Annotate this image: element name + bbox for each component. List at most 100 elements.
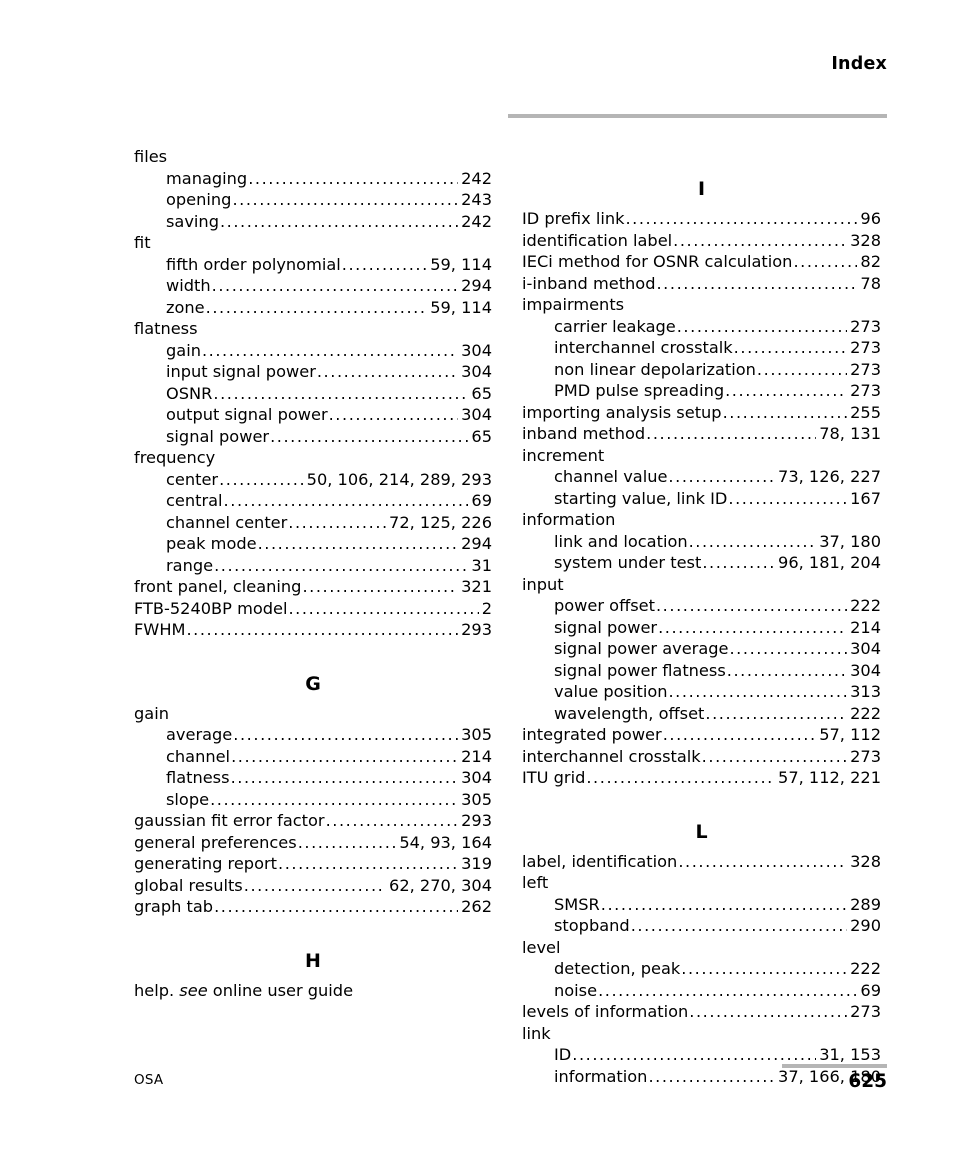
index-entry[interactable]: information <box>522 509 881 531</box>
index-page-numbers: 50, 106, 214, 289, 293 <box>306 469 492 489</box>
index-entry-label: starting value, link ID <box>554 488 728 508</box>
index-subentry[interactable]: output signal power 304 <box>134 404 492 426</box>
index-subentry[interactable]: gain 304 <box>134 340 492 362</box>
index-subentry[interactable]: signal power average 304 <box>522 638 881 660</box>
index-subentry[interactable]: slope 305 <box>134 789 492 811</box>
index-subentry[interactable]: channel center 72, 125, 226 <box>134 512 492 534</box>
index-entry[interactable]: left <box>522 872 881 894</box>
dot-leader <box>213 383 468 405</box>
index-entry-label: identification label <box>522 230 673 250</box>
index-subentry[interactable]: saving 242 <box>134 211 492 233</box>
index-subentry[interactable]: value position 313 <box>522 681 881 703</box>
dot-leader <box>214 555 468 577</box>
index-subentry[interactable]: stopband 290 <box>522 915 881 937</box>
page-header: Index <box>134 52 887 82</box>
dot-leader <box>656 273 857 295</box>
index-subentry[interactable]: non linear depolarization 273 <box>522 359 881 381</box>
index-page-numbers: 262 <box>461 897 492 916</box>
index-subentry[interactable]: opening 243 <box>134 189 492 211</box>
index-subentry[interactable]: central 69 <box>134 490 492 512</box>
index-entry[interactable]: FWHM 293 <box>134 619 492 641</box>
index-entry[interactable]: global results 62, 270, 304 <box>134 875 492 897</box>
index-entry[interactable]: input <box>522 574 881 596</box>
dot-leader <box>725 380 847 402</box>
dot-leader <box>214 896 458 918</box>
index-entry[interactable]: integrated power 57, 112 <box>522 724 881 746</box>
index-entry[interactable]: ITU grid 57, 112, 221 <box>522 767 881 789</box>
index-entry[interactable]: importing analysis setup 255 <box>522 402 881 424</box>
index-subentry[interactable]: starting value, link ID 167 <box>522 488 881 510</box>
index-entry-label: OSNR <box>166 383 213 403</box>
index-entry[interactable]: generating report 319 <box>134 853 492 875</box>
index-subentry[interactable]: SMSR 289 <box>522 894 881 916</box>
index-subentry[interactable]: width 294 <box>134 275 492 297</box>
index-subentry[interactable]: peak mode 294 <box>134 533 492 555</box>
index-entry[interactable]: identification label 328 <box>522 230 881 252</box>
index-page-numbers: 57, 112 <box>819 725 881 744</box>
index-entry[interactable]: FTB-5240BP model 2 <box>134 598 492 620</box>
index-subentry[interactable]: channel value 73, 126, 227 <box>522 466 881 488</box>
index-entry-label: SMSR <box>554 894 600 914</box>
index-page-numbers: 31 <box>471 555 492 575</box>
index-entry[interactable]: levels of information 273 <box>522 1001 881 1023</box>
index-page-numbers: 321 <box>461 577 492 596</box>
index-subentry[interactable]: power offset 222 <box>522 595 881 617</box>
section-spacer <box>134 641 492 673</box>
index-subentry[interactable]: channel 214 <box>134 746 492 768</box>
index-subentry[interactable]: range 31 <box>134 555 492 577</box>
index-entry[interactable]: files <box>134 146 492 168</box>
index-subentry[interactable]: flatness 304 <box>134 767 492 789</box>
index-entry-label: slope <box>166 789 210 809</box>
dot-leader <box>212 275 458 297</box>
index-entry[interactable]: ID prefix link 96 <box>522 208 881 230</box>
index-subentry[interactable]: PMD pulse spreading 273 <box>522 380 881 402</box>
index-subentry[interactable]: signal power 65 <box>134 426 492 448</box>
index-subentry[interactable]: interchannel crosstalk 273 <box>522 337 881 359</box>
index-subentry[interactable]: OSNR 65 <box>134 383 492 405</box>
index-entry[interactable]: interchannel crosstalk 273 <box>522 746 881 768</box>
index-subentry[interactable]: signal power 214 <box>522 617 881 639</box>
index-subentry[interactable]: system under test 96, 181, 204 <box>522 552 881 574</box>
index-entry[interactable]: flatness <box>134 318 492 340</box>
index-entry[interactable]: link <box>522 1023 881 1045</box>
index-entry[interactable]: gain <box>134 703 492 725</box>
index-subentry[interactable]: fifth order polynomial 59, 114 <box>134 254 492 276</box>
index-subentry[interactable]: average 305 <box>134 724 492 746</box>
index-entry[interactable]: fit <box>134 232 492 254</box>
index-subentry[interactable]: wavelength, offset 222 <box>522 703 881 725</box>
index-entry-label: signal power flatness <box>554 660 726 680</box>
index-subentry[interactable]: ID 31, 153 <box>522 1044 881 1066</box>
index-entry[interactable]: general preferences 54, 93, 164 <box>134 832 492 854</box>
index-entry[interactable]: inband method 78, 131 <box>522 423 881 445</box>
index-entry[interactable]: level <box>522 937 881 959</box>
index-entry-label: i-inband method <box>522 273 656 293</box>
index-page-numbers: 305 <box>461 789 492 809</box>
index-entry[interactable]: gaussian fit error factor 293 <box>134 810 492 832</box>
index-subentry[interactable]: link and location 37, 180 <box>522 531 881 553</box>
index-entry[interactable]: graph tab 262 <box>134 896 492 918</box>
dot-leader <box>656 595 847 617</box>
index-entry[interactable]: help. see online user guide <box>134 980 492 1002</box>
index-subentry[interactable]: zone 59, 114 <box>134 297 492 319</box>
index-entry-see-italic: see <box>179 980 208 1000</box>
index-entry[interactable]: IECi method for OSNR calculation 82 <box>522 251 881 273</box>
index-subentry[interactable]: noise 69 <box>522 980 881 1002</box>
dot-leader <box>326 810 459 832</box>
index-subentry[interactable]: signal power flatness 304 <box>522 660 881 682</box>
dot-leader <box>202 340 458 362</box>
index-entry[interactable]: i-inband method 78 <box>522 273 881 295</box>
footer-label: OSA <box>134 1072 164 1088</box>
index-subentry[interactable]: carrier leakage 273 <box>522 316 881 338</box>
index-subentry[interactable]: information 37, 166, 180 <box>522 1066 881 1088</box>
index-entry[interactable]: frequency <box>134 447 492 469</box>
index-subentry[interactable]: managing 242 <box>134 168 492 190</box>
index-entry[interactable]: label, identification 328 <box>522 851 881 873</box>
index-subentry[interactable]: input signal power 304 <box>134 361 492 383</box>
section-letter-heading: G <box>305 672 321 695</box>
index-entry[interactable]: front panel, cleaning 321 <box>134 576 492 598</box>
index-entry-label: zone <box>166 297 205 317</box>
index-entry[interactable]: increment <box>522 445 881 467</box>
index-subentry[interactable]: center 50, 106, 214, 289, 293 <box>134 469 492 491</box>
index-subentry[interactable]: detection, peak 222 <box>522 958 881 980</box>
index-entry[interactable]: impairments <box>522 294 881 316</box>
